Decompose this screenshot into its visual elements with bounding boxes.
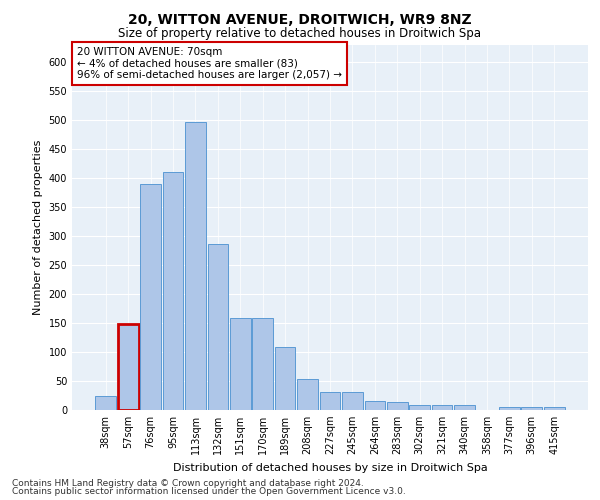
Bar	[521, 407, 542, 410]
Bar	[185, 122, 206, 410]
Bar	[208, 244, 228, 410]
Bar	[365, 400, 385, 410]
Text: Size of property relative to detached houses in Droitwich Spa: Size of property relative to detached ho…	[119, 28, 482, 40]
Bar	[163, 172, 184, 410]
Bar	[118, 324, 139, 410]
Text: Contains public sector information licensed under the Open Government Licence v3: Contains public sector information licen…	[12, 487, 406, 496]
Bar	[499, 406, 520, 410]
Y-axis label: Number of detached properties: Number of detached properties	[33, 140, 43, 315]
Bar	[320, 392, 340, 410]
Bar	[230, 318, 251, 410]
Bar	[140, 184, 161, 410]
Bar	[432, 405, 452, 410]
X-axis label: Distribution of detached houses by size in Droitwich Spa: Distribution of detached houses by size …	[173, 462, 487, 472]
Bar	[544, 406, 565, 410]
Bar	[253, 318, 273, 410]
Bar	[95, 396, 116, 410]
Bar	[454, 405, 475, 410]
Bar	[409, 405, 430, 410]
Text: Contains HM Land Registry data © Crown copyright and database right 2024.: Contains HM Land Registry data © Crown c…	[12, 478, 364, 488]
Text: 20, WITTON AVENUE, DROITWICH, WR9 8NZ: 20, WITTON AVENUE, DROITWICH, WR9 8NZ	[128, 12, 472, 26]
Bar	[275, 348, 295, 410]
Bar	[342, 392, 363, 410]
Text: 20 WITTON AVENUE: 70sqm
← 4% of detached houses are smaller (83)
96% of semi-det: 20 WITTON AVENUE: 70sqm ← 4% of detached…	[77, 47, 342, 80]
Bar	[387, 402, 407, 410]
Bar	[297, 380, 318, 410]
